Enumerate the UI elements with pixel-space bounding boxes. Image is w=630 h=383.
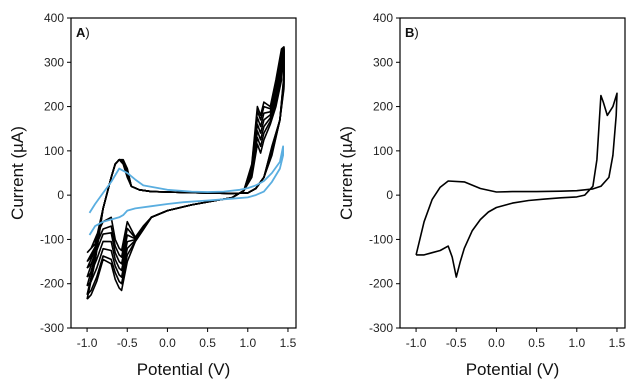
- y-tick-label: -100: [369, 232, 393, 246]
- y-ticks-b: -300 -200 -100 0 100 200 300 400: [369, 11, 400, 335]
- x-tick-label: 1.0: [239, 336, 256, 350]
- y-tick-label: -100: [40, 232, 64, 246]
- y-tick-label: -200: [40, 277, 64, 291]
- y-tick-label: -300: [40, 321, 64, 335]
- y-tick-label: 400: [44, 11, 64, 25]
- y-tick-label: 200: [44, 100, 64, 114]
- x-tick-label: 0.5: [199, 336, 216, 350]
- y-tick-label: 0: [386, 188, 393, 202]
- curves-a: [86, 46, 285, 300]
- x-tick-label: 0.0: [488, 336, 505, 350]
- chart-panel-a: -300 -200 -100 0 100 200 300 400 -1.0 -0.5 0.0 0.5…: [8, 11, 297, 379]
- x-tick-label: 0.0: [159, 336, 176, 350]
- x-tick-label: -1.0: [77, 336, 98, 350]
- plot-frame-b: [399, 17, 626, 329]
- chart-panel-b: -300 -200 -100 0 100 200 300 400 -1.0 -0.5 0.0 0.5…: [337, 11, 626, 379]
- y-tick-label: 200: [373, 100, 393, 114]
- y-ticks-a: -300 -200 -100 0 100 200 300 400: [40, 11, 71, 335]
- y-tick-label: 300: [44, 55, 64, 69]
- x-tick-label: -0.5: [117, 336, 138, 350]
- y-tick-label: 400: [373, 11, 393, 25]
- y-tick-label: 0: [57, 188, 64, 202]
- y-tick-label: 100: [44, 144, 64, 158]
- x-tick-label: 1.5: [280, 336, 297, 350]
- y-tick-label: -300: [369, 321, 393, 335]
- x-ticks-a: -1.0 -0.5 0.0 0.5 1.0 1.5: [77, 328, 297, 350]
- first-cycle-curve: [88, 145, 284, 236]
- x-ticks-b: -1.0 -0.5 0.0 0.5 1.0 1.5: [406, 328, 626, 350]
- y-tick-label: 300: [373, 55, 393, 69]
- curves-b: [415, 92, 618, 278]
- panel-label-a: A): [76, 25, 90, 40]
- cycle-curve: [86, 49, 285, 263]
- y-axis-title-b: Current (µA): [337, 126, 356, 220]
- x-tick-label: 1.5: [609, 336, 626, 350]
- x-tick-label: -1.0: [406, 336, 427, 350]
- y-tick-label: -200: [369, 277, 393, 291]
- plot-frame-a: [70, 17, 297, 329]
- x-tick-label: 0.5: [528, 336, 545, 350]
- panel-label-b: B): [405, 25, 419, 40]
- x-tick-label: 1.0: [568, 336, 585, 350]
- cycle-curve: [86, 50, 285, 254]
- cv-curve: [415, 92, 618, 278]
- y-tick-label: 100: [373, 144, 393, 158]
- x-axis-title-b: Potential (V): [466, 360, 560, 379]
- x-tick-label: -0.5: [446, 336, 467, 350]
- x-axis-title-a: Potential (V): [137, 360, 231, 379]
- y-axis-title-a: Current (µA): [8, 126, 27, 220]
